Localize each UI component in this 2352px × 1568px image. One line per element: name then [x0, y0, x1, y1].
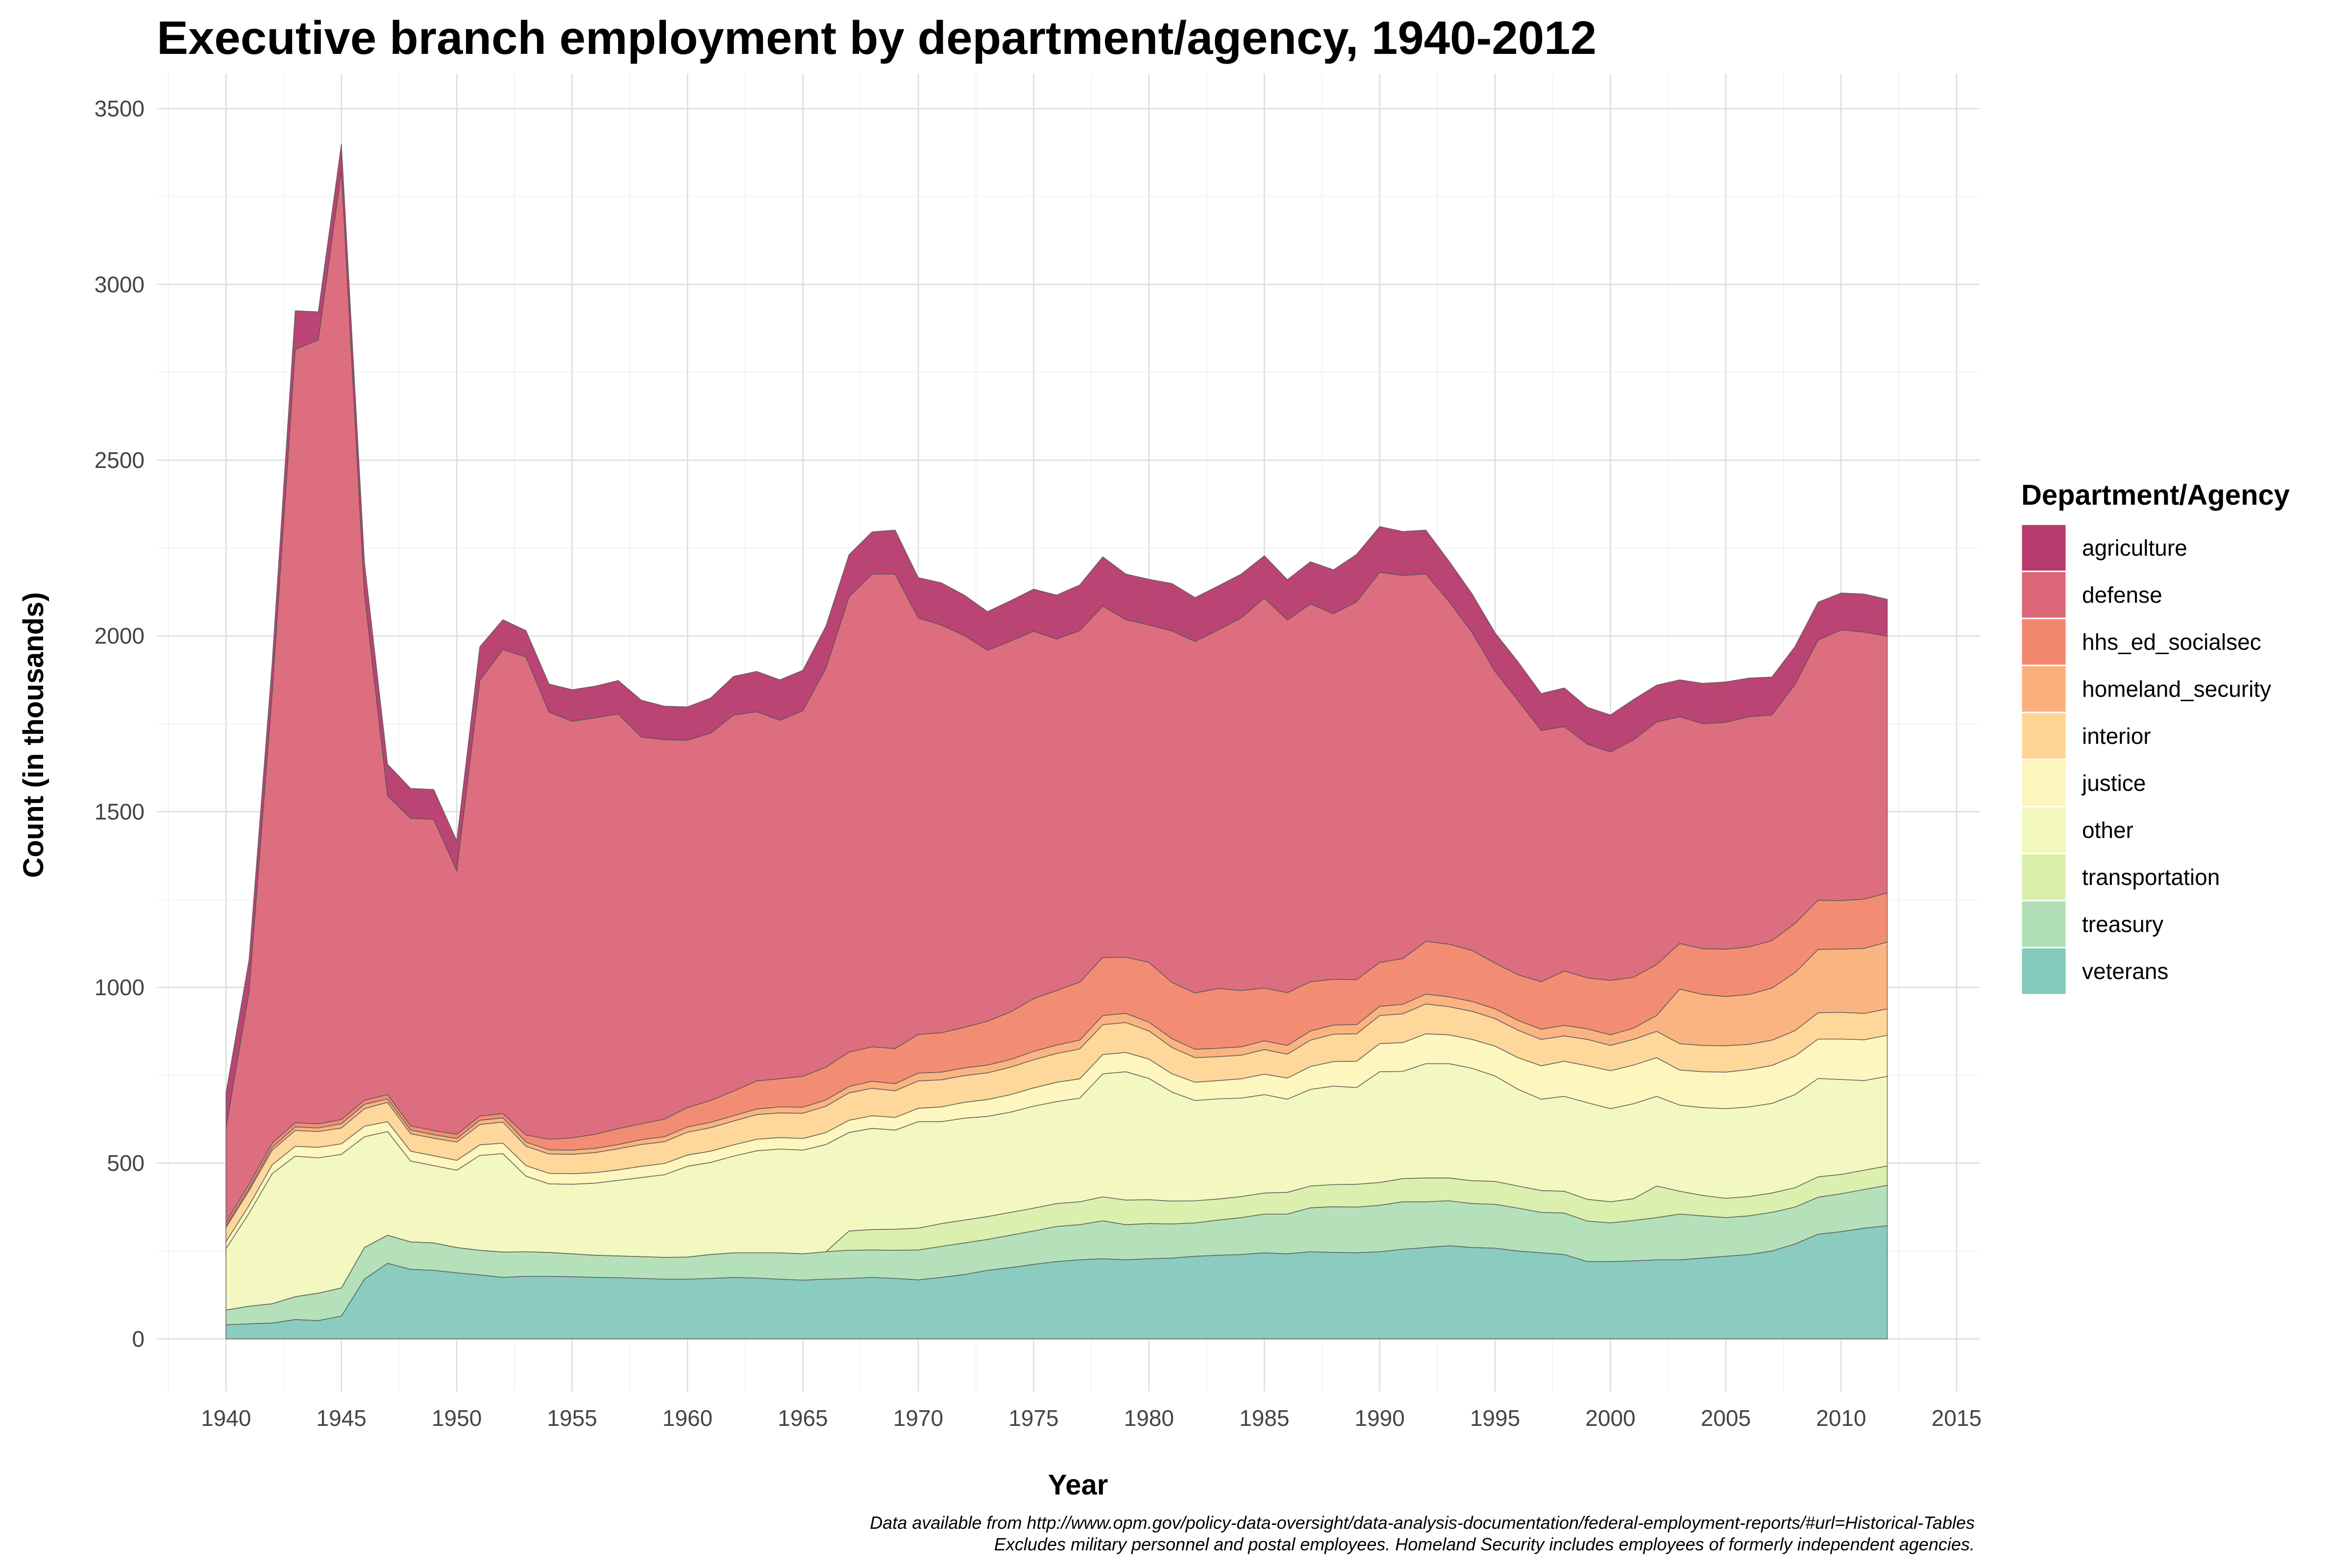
legend-label-defense: defense	[2082, 582, 2162, 608]
legend-title: Department/Agency	[2021, 479, 2290, 511]
stacked-areas	[225, 144, 1888, 1340]
legend-key-agriculture	[2020, 523, 2067, 572]
x-tick-label: 1950	[432, 1405, 482, 1431]
y-tick-label: 2000	[95, 623, 145, 649]
chart-title: Executive branch employment by departmen…	[157, 12, 1596, 64]
legend-items: agriculture defense hhs_ed_socialsechomela…	[2020, 523, 2271, 996]
y-axis-ticks: 0 500 1000 1500 2000 2500 3000 3500	[95, 96, 145, 1352]
x-tick-label: 1965	[778, 1405, 828, 1431]
legend-label-transportation: transportation	[2082, 864, 2220, 890]
x-tick-label: 1955	[547, 1405, 597, 1431]
legend-key-other	[2020, 806, 2067, 855]
x-tick-label: 2000	[1585, 1405, 1635, 1431]
legend-key-transportation	[2020, 853, 2067, 902]
y-tick-label: 3500	[95, 96, 145, 122]
x-tick-label: 2005	[1701, 1405, 1751, 1431]
x-tick-label: 1980	[1124, 1405, 1174, 1431]
y-tick-label: 2500	[95, 447, 145, 473]
y-tick-label: 1000	[95, 975, 145, 1000]
legend-key-veterans	[2020, 947, 2067, 996]
legend-key-justice	[2020, 759, 2067, 808]
x-axis-title: Year	[1048, 1469, 1108, 1501]
legend-key-interior	[2020, 711, 2067, 760]
x-tick-label: 1960	[662, 1405, 712, 1431]
y-tick-label: 500	[107, 1151, 145, 1176]
y-axis-title: Count (in thousands)	[18, 592, 49, 878]
caption-line-1: Data available from http://www.opm.gov/p…	[870, 1513, 1975, 1533]
caption-line-2: Excludes military personnel and postal e…	[994, 1534, 1975, 1554]
legend-label-homeland-security: homeland_security	[2082, 676, 2271, 702]
legend-label-justice: justice	[2081, 770, 2146, 796]
x-tick-label: 1990	[1355, 1405, 1405, 1431]
x-tick-label: 1995	[1470, 1405, 1520, 1431]
x-tick-label: 1945	[317, 1405, 367, 1431]
x-tick-label: 1985	[1239, 1405, 1289, 1431]
x-tick-label: 1975	[1008, 1405, 1058, 1431]
legend-label-other: other	[2082, 817, 2133, 843]
y-tick-label: 1500	[95, 799, 145, 824]
area-agriculture	[225, 144, 1888, 1128]
x-tick-label: 1940	[201, 1405, 251, 1431]
x-axis-ticks: 1940 1945 1950 1955 1960 1965 1970 1975 1980 1985…	[201, 1405, 1982, 1431]
legend-label-veterans: veterans	[2082, 958, 2168, 984]
x-tick-label: 2010	[1816, 1405, 1866, 1431]
legend-key-defense	[2020, 570, 2067, 619]
legend-key-homeland-security	[2020, 664, 2067, 713]
legend-label-interior: interior	[2082, 723, 2151, 749]
legend: Department/Agency agriculture defense hhs_…	[2020, 479, 2290, 996]
legend-key-hhs-ed-socialsec	[2020, 617, 2067, 666]
legend-label-hhs-ed-socialsec: hhs_ed_socialsec	[2082, 629, 2261, 655]
x-tick-label: 2015	[1932, 1405, 1982, 1431]
legend-key-treasury	[2020, 900, 2067, 949]
y-tick-label: 0	[132, 1326, 145, 1351]
legend-label-treasury: treasury	[2082, 911, 2163, 937]
y-tick-label: 3000	[95, 271, 145, 297]
legend-label-agriculture: agriculture	[2082, 535, 2187, 561]
x-tick-label: 1970	[893, 1405, 943, 1431]
